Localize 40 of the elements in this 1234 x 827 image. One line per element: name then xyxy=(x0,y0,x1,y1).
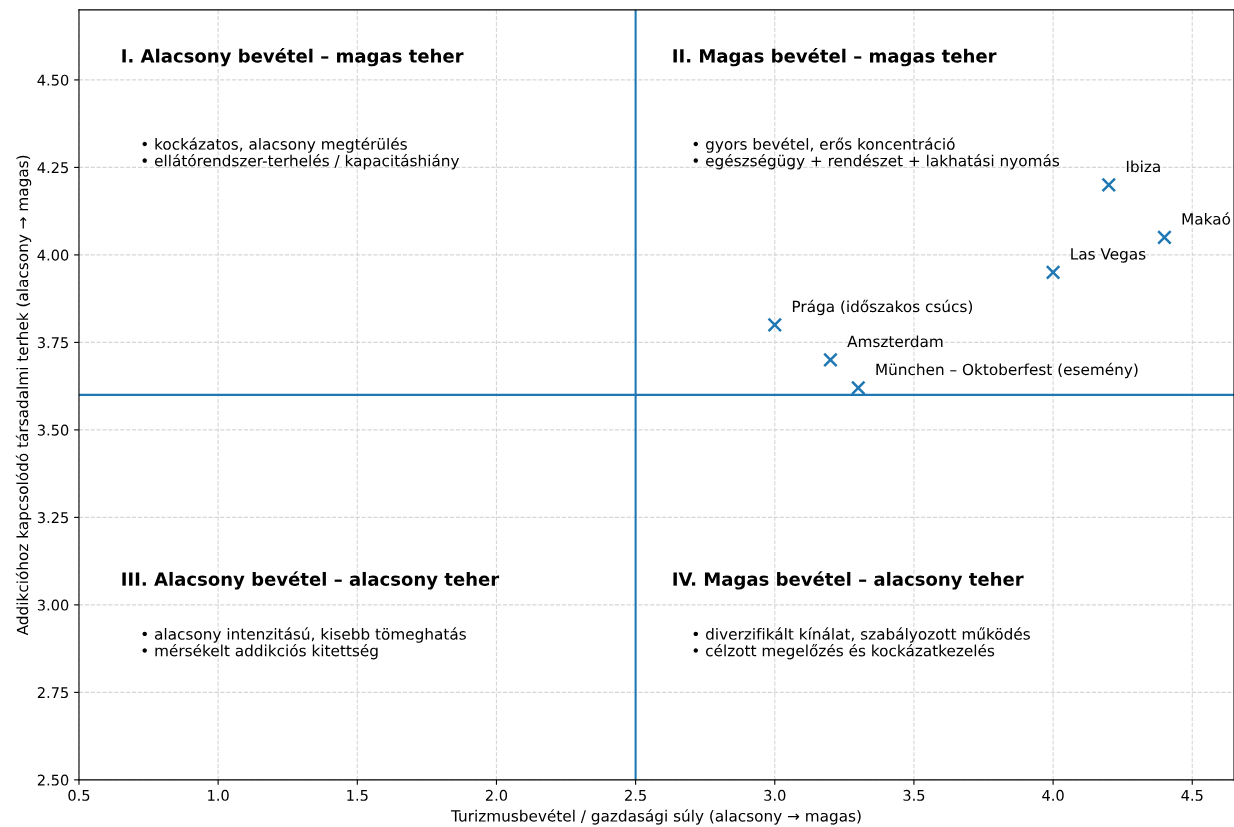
y-tick-label: 3.75 xyxy=(37,337,68,349)
x-tick-label: 4.0 xyxy=(1042,789,1064,801)
point xyxy=(850,380,866,396)
annotation: München – Oktoberfest (esemény) xyxy=(876,362,1138,379)
x-tick-label: 0.5 xyxy=(68,789,90,801)
x-tick-label: 1.0 xyxy=(208,789,229,801)
y-tick-label: 2.50 xyxy=(37,774,69,786)
annotation: IV. Magas bevétel – alacsony teher xyxy=(673,571,1024,590)
annotation: • gyors bevétel, erős koncentráció • egészségügy + rendészet + lakhatási nyomás xyxy=(693,137,1060,170)
x-tick-label: 2.0 xyxy=(485,789,508,801)
y-tick-label: 3.50 xyxy=(37,424,69,436)
point xyxy=(767,317,783,333)
y-tick-label: 3.00 xyxy=(37,599,69,611)
annotation: • alacsony intenzitású, kisebb tömeghatás • mérsékelt addikciós kitettség xyxy=(142,627,466,660)
annotation: • diverzifikált kínálat, szabályozott működés • célzott megelőzés és kockázatkezelés xyxy=(693,627,1030,660)
y-tick-label: 2.75 xyxy=(37,687,68,699)
annotation: I. Alacsony bevétel – magas teher xyxy=(122,48,464,67)
x-tick-label: 2.5 xyxy=(625,789,646,801)
x-tick-label: 4.5 xyxy=(1181,790,1203,801)
point xyxy=(1156,229,1172,245)
annotation: Prága (időszakos csúcs) xyxy=(792,299,973,316)
point xyxy=(1045,264,1061,280)
point xyxy=(1101,177,1117,193)
annotation: Ibiza xyxy=(1126,160,1160,173)
annotation: II. Magas bevétel – magas teher xyxy=(673,48,997,67)
x-tick-label: 1.5 xyxy=(347,790,368,801)
y-tick-label: 4.25 xyxy=(37,162,68,174)
x-tick-label: 3.0 xyxy=(764,789,786,801)
annotation: Las Vegas xyxy=(1071,248,1146,263)
x-axis-title: Turizmusbevétel / gazdasági súly (alacsony → magas) xyxy=(450,809,861,825)
annotation: Amszterdam xyxy=(847,335,943,348)
annotation: • kockázatos, alacsony megtérülés • ellátórendszer-terhelés / kapacitáshiány xyxy=(142,137,460,170)
annotation: III. Alacsony bevétel – alacsony teher xyxy=(122,571,500,590)
annotation: Makaó xyxy=(1182,212,1231,225)
x-tick-label: 3.5 xyxy=(903,789,925,801)
y-axis-title: Addikcióhoz kapcsolódó társadalmi terhek (alacsony → magas) xyxy=(15,155,32,636)
y-tick-label: 4.50 xyxy=(37,74,69,86)
y-tick-label: 3.25 xyxy=(37,512,68,524)
y-tick-label: 4.00 xyxy=(37,249,69,261)
point xyxy=(822,352,838,368)
